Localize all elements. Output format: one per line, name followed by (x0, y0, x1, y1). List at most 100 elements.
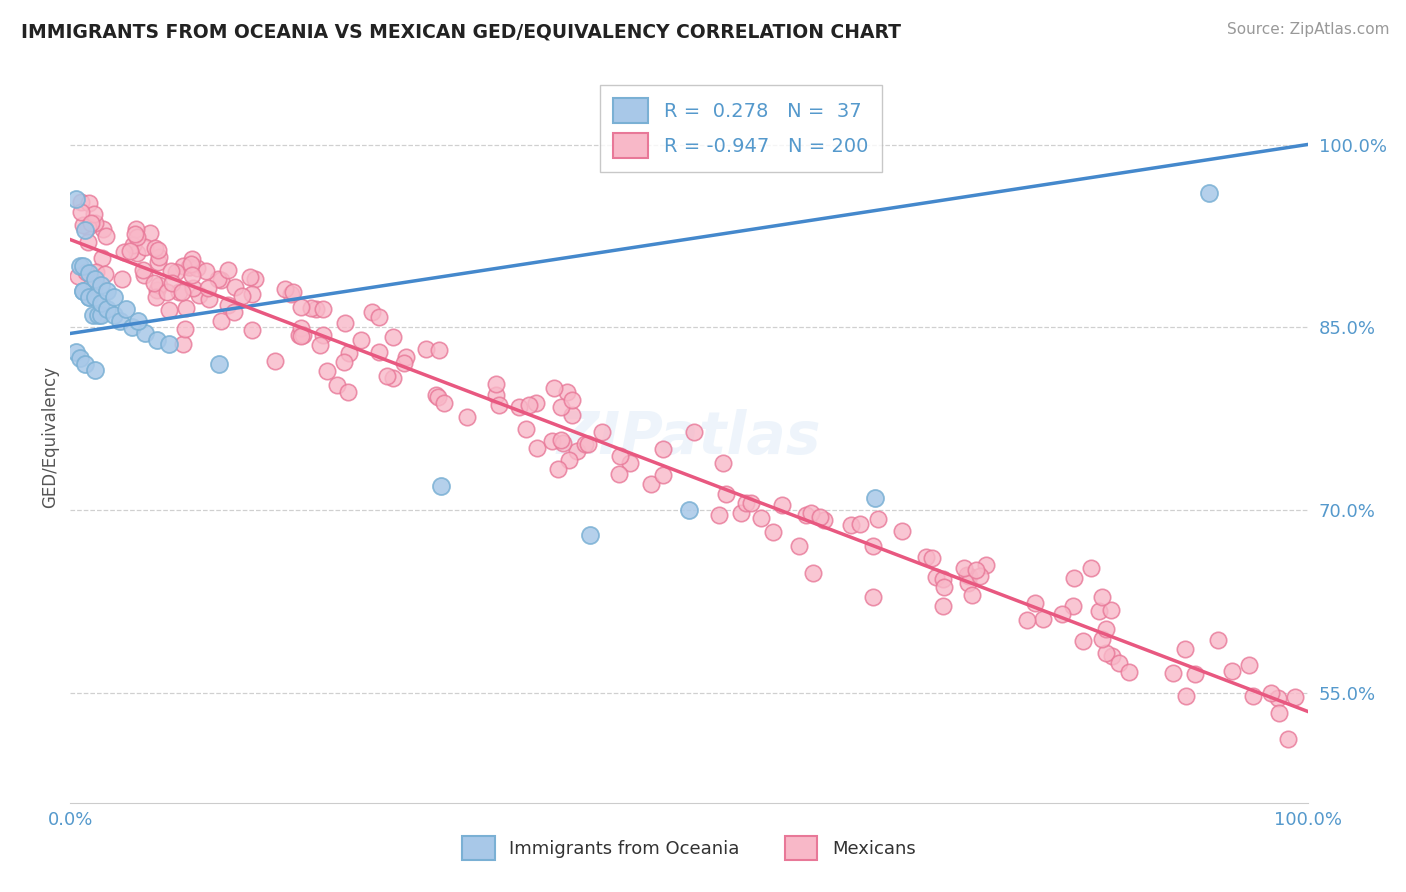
Point (800, 506, 823, 520)
Point (82, 308, 104, 322)
Point (1091, 632, 1114, 647)
Point (187, 288, 209, 302)
Point (368, 345, 391, 359)
Point (430, 479, 453, 493)
Point (209, 314, 232, 328)
Point (555, 385, 578, 400)
Point (326, 378, 349, 392)
Point (312, 302, 335, 317)
Text: Source: ZipAtlas.com: Source: ZipAtlas.com (1226, 22, 1389, 37)
Point (1080, 560, 1102, 574)
Point (207, 272, 229, 286)
Point (751, 511, 773, 525)
Point (94, 267, 117, 281)
Point (242, 323, 264, 337)
Point (146, 283, 169, 297)
Point (288, 328, 311, 343)
Point (1277, 732, 1299, 747)
Point (120, 244, 142, 259)
Point (375, 369, 398, 384)
Point (607, 467, 630, 482)
Point (551, 436, 574, 450)
Point (574, 437, 596, 451)
Point (1267, 690, 1289, 705)
Point (576, 437, 599, 451)
Point (794, 508, 817, 523)
Point (787, 539, 810, 553)
Point (143, 241, 166, 255)
Point (678, 503, 700, 517)
Point (433, 396, 456, 410)
Point (181, 252, 204, 266)
Point (75, 265, 97, 279)
Point (198, 292, 221, 306)
Point (931, 573, 953, 587)
Point (94, 228, 117, 243)
Point (83, 279, 105, 293)
Point (866, 512, 889, 526)
Point (180, 257, 202, 271)
Point (333, 355, 356, 369)
Point (415, 343, 437, 357)
Point (179, 260, 201, 274)
Point (75, 357, 97, 371)
Point (395, 350, 418, 364)
Point (1206, 633, 1229, 648)
Point (69, 351, 91, 365)
Point (1088, 604, 1111, 618)
Point (484, 388, 506, 402)
Point (969, 569, 991, 583)
Point (1095, 646, 1118, 660)
Point (709, 508, 731, 522)
Point (579, 527, 602, 541)
Point (312, 328, 335, 343)
Point (84, 363, 107, 377)
Point (72, 260, 94, 274)
Point (72, 218, 94, 232)
Point (77, 196, 100, 211)
Point (801, 566, 824, 580)
Point (139, 226, 162, 240)
Point (381, 330, 404, 344)
Point (762, 524, 785, 539)
Point (172, 336, 194, 351)
Point (114, 245, 136, 260)
Point (849, 516, 872, 531)
Point (1099, 603, 1122, 617)
Point (890, 524, 912, 538)
Point (121, 320, 143, 334)
Point (65, 193, 87, 207)
Point (541, 434, 564, 448)
Point (127, 314, 149, 328)
Point (813, 512, 835, 526)
Point (426, 390, 449, 404)
Point (281, 285, 304, 300)
Point (770, 499, 793, 513)
Point (862, 590, 884, 604)
Point (543, 382, 565, 396)
Point (305, 301, 328, 316)
Point (69, 260, 91, 274)
Point (84, 264, 107, 278)
Point (231, 289, 253, 303)
Point (932, 599, 955, 613)
Point (84, 271, 107, 285)
Point (350, 333, 373, 347)
Point (80, 216, 103, 230)
Point (808, 510, 831, 524)
Point (159, 303, 181, 318)
Point (157, 337, 180, 351)
Point (125, 222, 148, 236)
Point (145, 290, 167, 304)
Point (274, 282, 297, 296)
Point (565, 444, 588, 458)
Point (75, 223, 97, 237)
Point (91, 251, 114, 265)
Point (550, 433, 572, 447)
Point (70, 194, 93, 209)
Point (177, 260, 200, 274)
Point (316, 364, 339, 378)
Point (72, 284, 94, 298)
Point (280, 287, 302, 301)
Point (1024, 596, 1046, 610)
